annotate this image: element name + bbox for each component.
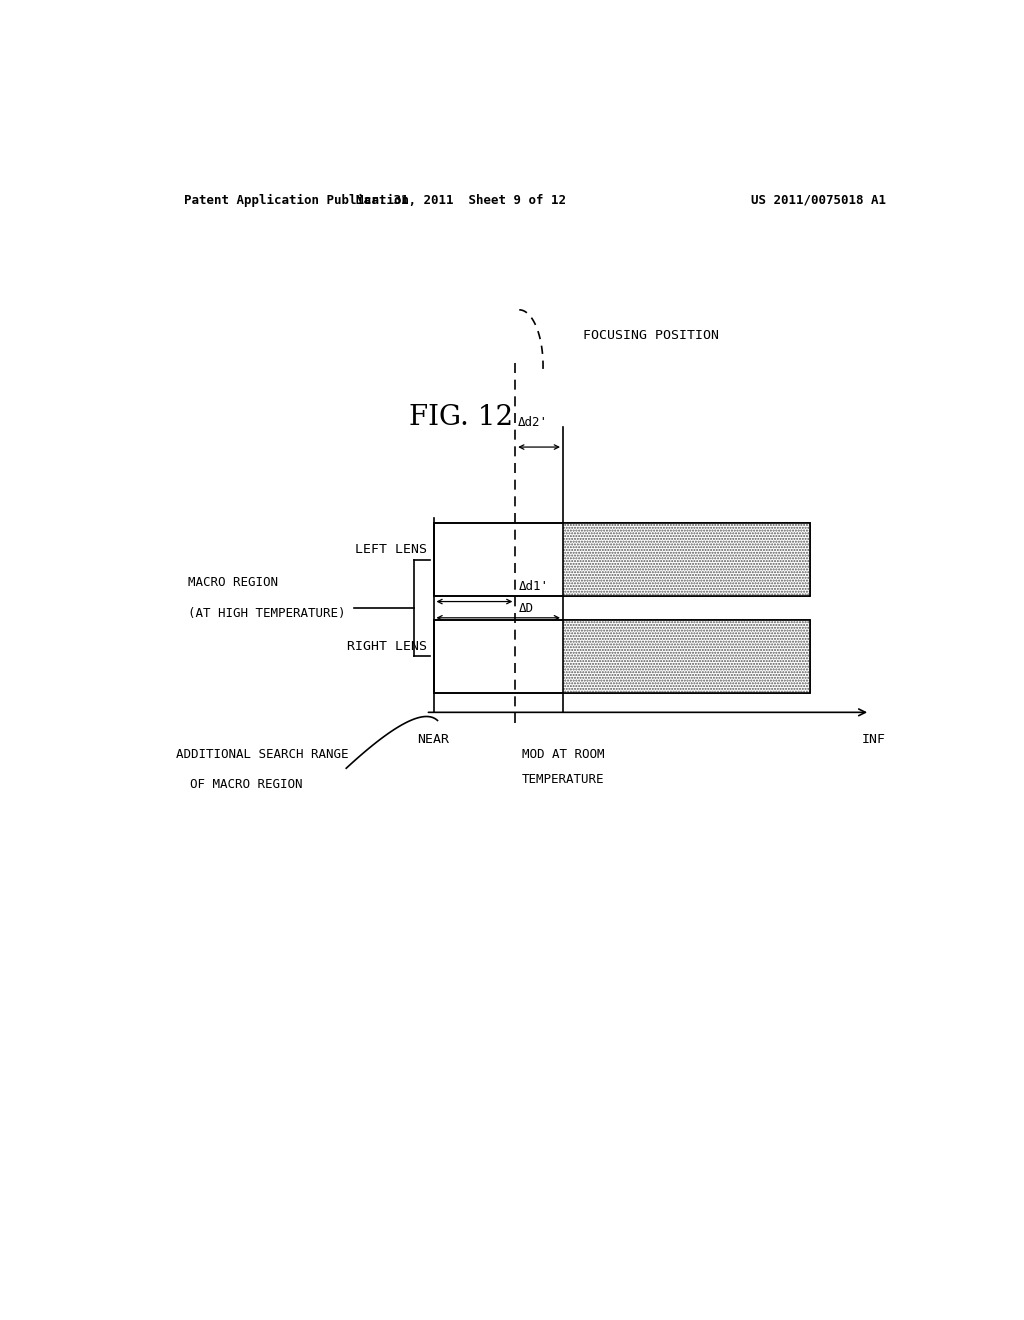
Bar (433, 523, 811, 597)
Bar (433, 620, 811, 693)
Text: FIG. 12: FIG. 12 (410, 404, 513, 432)
Text: RIGHT LENS: RIGHT LENS (347, 640, 427, 653)
Text: NEAR: NEAR (418, 733, 450, 746)
Text: TEMPERATURE: TEMPERATURE (521, 774, 604, 787)
Bar (563, 620, 811, 693)
Text: Δd2': Δd2' (518, 416, 548, 429)
Text: MACRO REGION: MACRO REGION (187, 577, 278, 589)
Text: FOCUSING POSITION: FOCUSING POSITION (583, 329, 719, 342)
Text: Mar. 31, 2011  Sheet 9 of 12: Mar. 31, 2011 Sheet 9 of 12 (356, 194, 566, 207)
Bar (433, 620, 811, 693)
Text: LEFT LENS: LEFT LENS (355, 544, 427, 556)
Text: INF: INF (862, 733, 886, 746)
Text: MOD AT ROOM: MOD AT ROOM (521, 748, 604, 760)
Text: Δd1': Δd1' (519, 581, 549, 594)
Text: (AT HIGH TEMPERATURE): (AT HIGH TEMPERATURE) (187, 607, 345, 619)
Text: US 2011/0075018 A1: US 2011/0075018 A1 (751, 194, 886, 207)
Text: ΔD: ΔD (519, 602, 535, 615)
Text: Patent Application Publication: Patent Application Publication (183, 194, 409, 207)
Bar (563, 523, 811, 597)
Text: ADDITIONAL SEARCH RANGE: ADDITIONAL SEARCH RANGE (176, 748, 348, 760)
Bar (433, 523, 811, 597)
Text: OF MACRO REGION: OF MACRO REGION (189, 779, 302, 792)
